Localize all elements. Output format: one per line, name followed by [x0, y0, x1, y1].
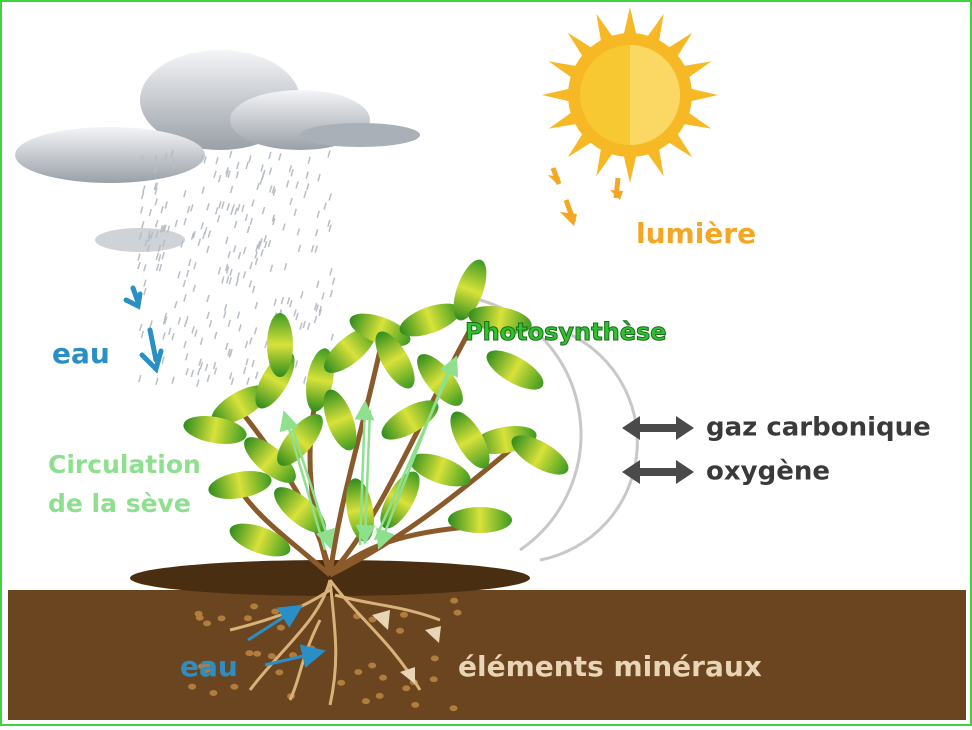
pebble	[188, 684, 196, 690]
leaf	[267, 313, 293, 377]
pebble	[376, 693, 384, 699]
label-photosynthesis: Photosynthèse	[465, 318, 667, 346]
pebble	[337, 680, 345, 686]
pebble	[431, 655, 439, 661]
pebble	[195, 611, 203, 617]
pebble	[271, 609, 279, 615]
pebble	[396, 628, 404, 634]
pebble	[368, 662, 376, 668]
pebble	[244, 615, 252, 621]
pebble	[400, 612, 408, 618]
label-sap: Circulation	[48, 450, 201, 479]
pebble	[209, 690, 217, 696]
pebble	[268, 653, 276, 659]
pebble	[277, 625, 285, 631]
diagram: lumière eau Photosynthèse Circulation de…	[0, 0, 972, 726]
pebble	[218, 615, 226, 621]
pebble	[203, 620, 211, 626]
pebble	[450, 705, 458, 711]
pebble	[362, 698, 370, 704]
pebble	[275, 669, 283, 675]
pebble	[450, 598, 458, 604]
label-rain-water: eau	[52, 337, 110, 370]
pebble	[402, 685, 410, 691]
label-co2: gaz carbonique	[706, 413, 931, 443]
pebble	[411, 702, 419, 708]
pebble	[253, 651, 261, 657]
label-sap: de la sève	[48, 489, 191, 518]
pebble	[454, 610, 462, 616]
leaf	[448, 507, 512, 533]
pebble	[250, 603, 258, 609]
pebble	[245, 650, 253, 656]
pebble	[230, 684, 238, 690]
label-minerals: éléments minéraux	[458, 650, 762, 683]
label-light: lumière	[636, 217, 756, 250]
sun	[542, 7, 718, 183]
pebble	[379, 675, 387, 681]
pebble	[354, 669, 362, 675]
label-o2: oxygène	[706, 457, 830, 487]
pebble	[430, 676, 438, 682]
label-soil-water: eau	[180, 650, 238, 683]
